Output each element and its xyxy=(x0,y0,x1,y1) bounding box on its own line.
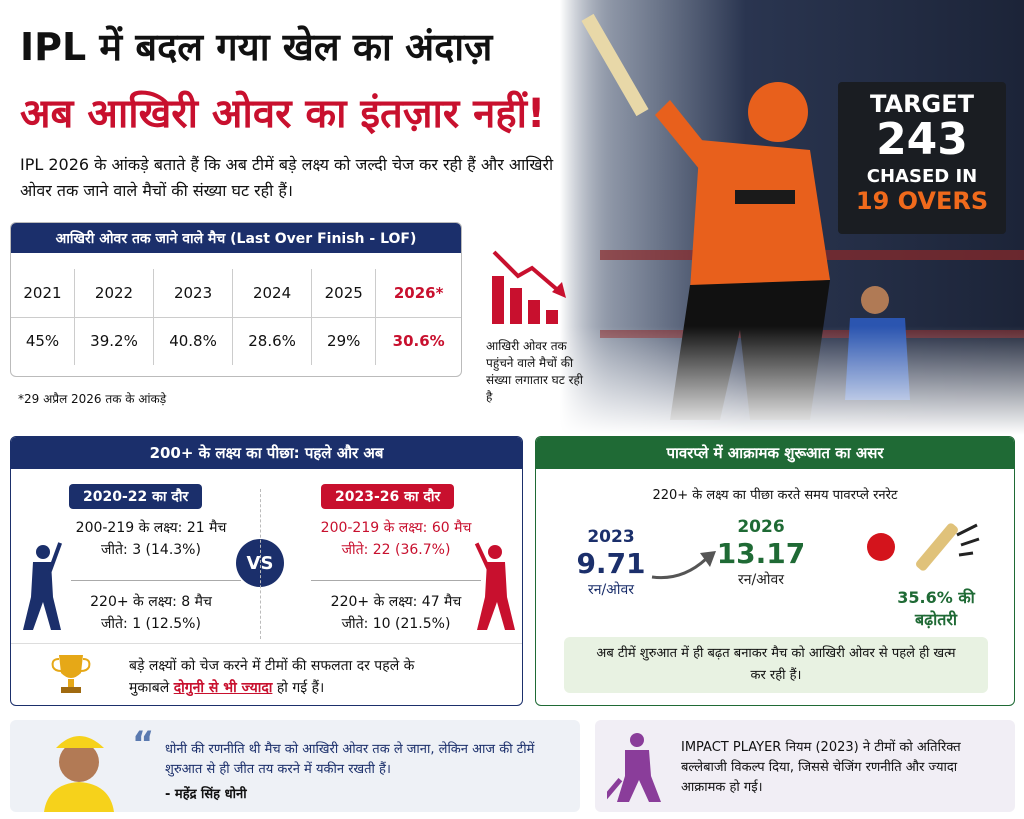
intro: IPL 2026 के आंकड़े बताते हैं कि अब टीमें… xyxy=(20,155,554,200)
trophy-icon xyxy=(51,655,91,693)
year-cell: 2021 xyxy=(11,269,75,318)
powerplay-subtitle: 220+ के लक्ष्य का पीछा करते समय पावरप्ले… xyxy=(652,488,898,503)
rate-value: 9.71 xyxy=(576,547,646,580)
batsman-icon xyxy=(474,542,515,630)
value-row: 45% 39.2% 40.8% 28.6% 29% 30.6% xyxy=(11,317,461,365)
stat-text: 220+ के लक्ष्य: 47 मैच जीते: 10 (21.5%) xyxy=(296,591,496,635)
stat-line: जीते: 10 (21.5%) xyxy=(341,616,451,632)
title: अब आखिरी ओवर का इंतज़ार नहीं! xyxy=(20,91,546,137)
year-cell: 2025 xyxy=(311,269,376,318)
trend-text: आखिरी ओवर तक पहुंचने वाले मैचों की संख्य… xyxy=(486,339,584,404)
rate-year: 2026 xyxy=(737,517,785,537)
quote-card: “ धोनी की रणनीति थी मैच को आखिरी ओवर तक … xyxy=(10,720,580,812)
summary-highlight: दोगुनी से भी ज्यादा xyxy=(173,680,273,696)
stat-line: जीते: 3 (14.3%) xyxy=(101,542,201,558)
lof-card: आखिरी ओवर तक जाने वाले मैच (Last Over Fi… xyxy=(10,222,462,377)
value-cell: 28.6% xyxy=(232,317,312,365)
year-cell: 2023 xyxy=(153,269,233,318)
ball-bat-icon xyxy=(867,523,980,571)
rate-block: 2026 13.17 रन/ओवर xyxy=(711,517,811,589)
year-cell: 2026* xyxy=(375,269,461,318)
stat-text: 200-219 के लक्ष्य: 60 मैच जीते: 22 (36.7… xyxy=(296,517,496,561)
stat-line: जीते: 1 (12.5%) xyxy=(101,616,201,632)
lof-table: 2021 2022 2023 2024 2025 2026* 45% 39.2% 40.8% 2… xyxy=(11,269,461,365)
scoreboard-line: 19 OVERS xyxy=(855,187,989,215)
powerplay-note: अब टीमें शुरुआत में ही बढ़त बनाकर मैच को… xyxy=(564,637,988,693)
divider xyxy=(11,643,522,644)
value-cell: 45% xyxy=(25,332,60,351)
lof-title: आखिरी ओवर तक जाने वाले मैच (Last Over Fi… xyxy=(11,223,461,253)
divider xyxy=(260,489,261,639)
era-label: 2023-26 का दौर xyxy=(321,484,455,509)
rate-block: 2023 9.71 रन/ओवर xyxy=(566,527,656,599)
rate-value: 13.17 xyxy=(716,537,806,570)
growth: 35.6% की बढ़ोतरी xyxy=(897,588,975,629)
summary-text: हो गई हैं। xyxy=(272,680,325,696)
dhoni-photo xyxy=(44,736,114,812)
scoreboard-line: 243 xyxy=(876,114,968,165)
rate-unit: रन/ओवर xyxy=(587,582,635,598)
scoreboard-line: TARGET xyxy=(869,90,975,118)
chase-card: 200+ के लक्ष्य का पीछा: पहले और अब 2020-… xyxy=(10,436,523,706)
divider xyxy=(71,580,241,581)
stat-text: 200-219 के लक्ष्य: 21 मैच जीते: 3 (14.3%… xyxy=(51,517,251,561)
year-cell: 2024 xyxy=(232,269,312,318)
stat-line: 220+ के लक्ष्य: 8 मैच xyxy=(90,594,212,610)
scoreboard-line: CHASED IN xyxy=(866,166,978,187)
rate-unit: रन/ओवर xyxy=(737,572,785,588)
quote-author: - महेंद्र सिंह धोनी xyxy=(165,787,247,802)
title: IPL में बदल गया खेल का अंदाज़ xyxy=(20,25,493,69)
quote-text: धोनी की रणनीति थी मैच को आखिरी ओवर तक ले… xyxy=(165,742,535,777)
powerplay-title: पावरप्ले में आक्रामक शुरूआत का असर xyxy=(536,437,1014,469)
summary: बड़े लक्ष्यों को चेज करने में टीमों की स… xyxy=(129,655,439,699)
year-cell: 2022 xyxy=(73,269,154,318)
divider xyxy=(311,580,481,581)
stat-line: 200-219 के लक्ष्य: 60 मैच xyxy=(320,520,472,536)
stat-line: 200-219 के लक्ष्य: 21 मैच xyxy=(75,520,227,536)
powerplay-card: पावरप्ले में आक्रामक शुरूआत का असर 220+ … xyxy=(535,436,1015,706)
value-cell: 39.2% xyxy=(73,317,154,365)
lof-note: *29 अप्रैल 2026 तक के आंकड़े xyxy=(18,392,167,406)
batsman-icon xyxy=(23,542,63,630)
value-cell: 40.8% xyxy=(153,317,233,365)
stat-text: 220+ के लक्ष्य: 8 मैच जीते: 1 (12.5%) xyxy=(51,591,251,635)
value-cell: 30.6% xyxy=(375,317,461,365)
quote-mark: “ xyxy=(132,724,155,764)
chase-title: 200+ के लक्ष्य का पीछा: पहले और अब xyxy=(11,437,522,469)
impact-icon xyxy=(607,733,661,803)
rate-year: 2023 xyxy=(587,527,635,547)
impact-text: IMPACT PLAYER नियम (2023) ने टीमों को अत… xyxy=(681,740,961,795)
year-row: 2021 2022 2023 2024 2025 2026* xyxy=(11,269,461,318)
value-cell: 29% xyxy=(311,317,376,365)
scoreboard: TARGET 243 CHASED IN 19 OVERS xyxy=(838,82,1006,234)
summary-text: बड़े लक्ष्यों को चेज करने में टीमों की स… xyxy=(129,658,415,696)
stat-line: 220+ के लक्ष्य: 47 मैच xyxy=(330,594,462,610)
trend-icon xyxy=(492,250,566,324)
impact-card: IMPACT PLAYER नियम (2023) ने टीमों को अत… xyxy=(595,720,1015,812)
arrow xyxy=(651,551,716,580)
era-label: 2020-22 का दौर xyxy=(69,484,203,509)
stat-line: जीते: 22 (36.7%) xyxy=(341,542,451,558)
